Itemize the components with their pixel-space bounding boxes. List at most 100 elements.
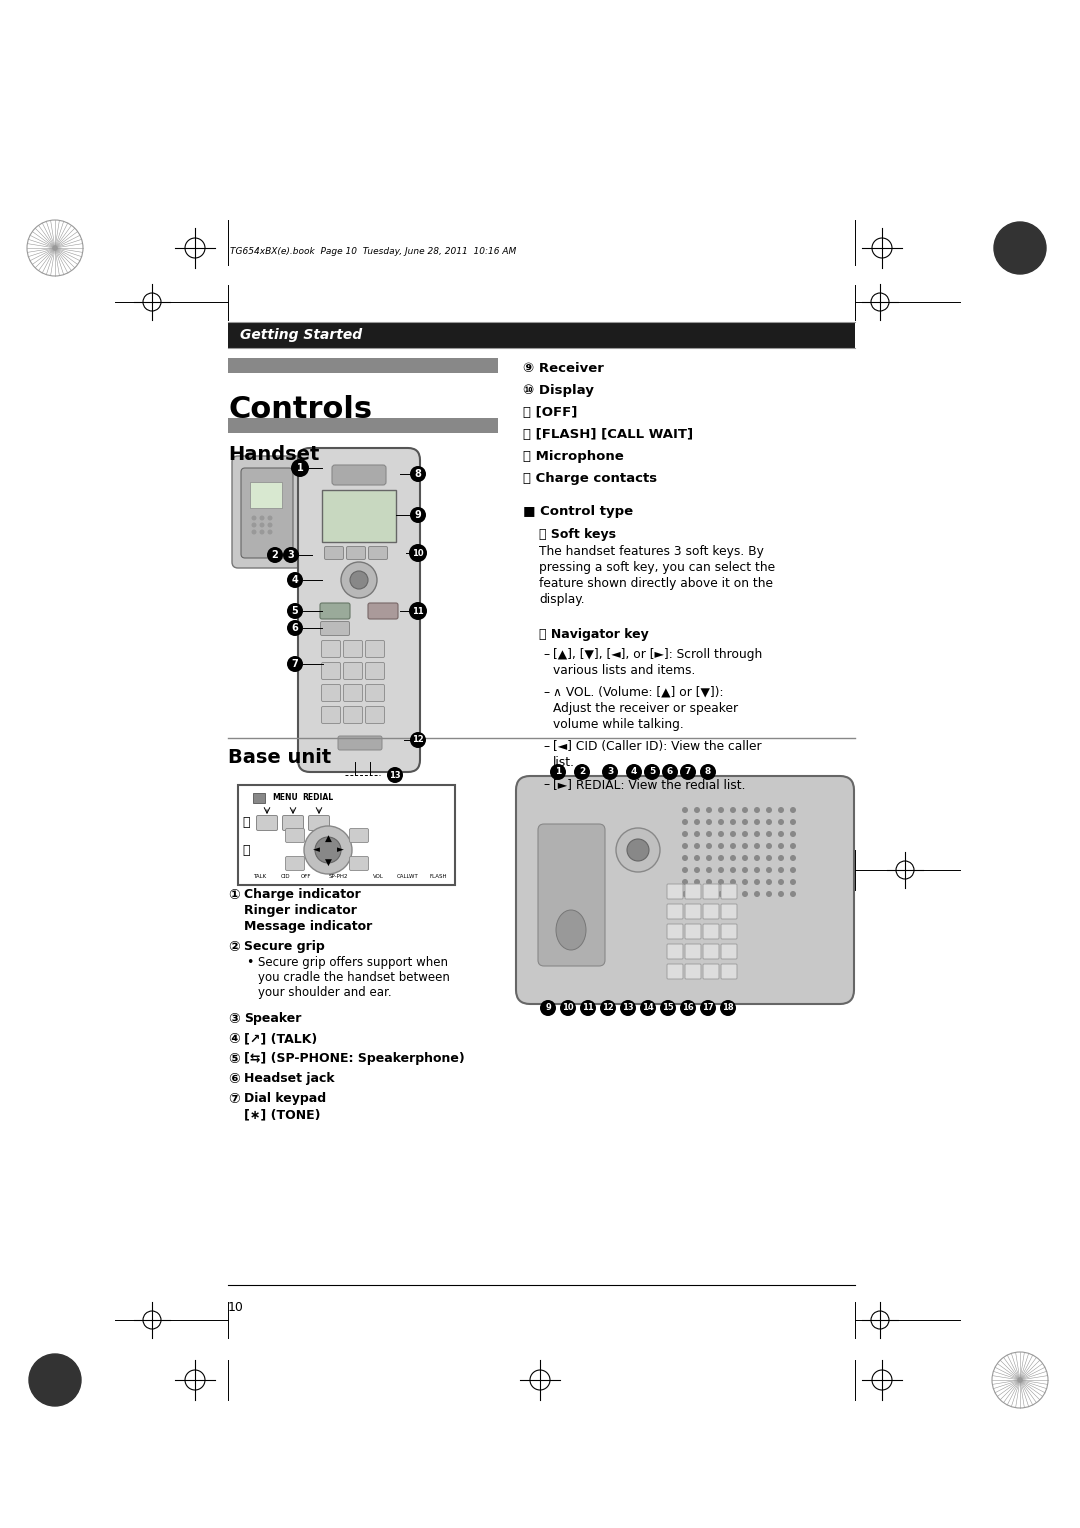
Circle shape [410, 507, 426, 523]
Text: TALK: TALK [254, 874, 267, 880]
Circle shape [616, 828, 660, 872]
Circle shape [754, 843, 760, 850]
Text: 15: 15 [662, 1004, 674, 1013]
Circle shape [730, 843, 735, 850]
Text: [▲], [▼], [◄], or [►]: Scroll through: [▲], [▼], [◄], or [►]: Scroll through [553, 648, 762, 662]
Text: Dial keypad: Dial keypad [244, 1093, 326, 1105]
Circle shape [706, 891, 712, 897]
Circle shape [681, 831, 688, 837]
Circle shape [660, 999, 676, 1016]
Circle shape [681, 879, 688, 885]
Text: 10: 10 [563, 1004, 573, 1013]
Circle shape [602, 764, 618, 779]
Circle shape [29, 1354, 81, 1406]
Circle shape [252, 523, 257, 527]
Circle shape [730, 831, 735, 837]
Circle shape [268, 530, 272, 535]
Text: 11: 11 [582, 1004, 594, 1013]
Circle shape [789, 807, 796, 813]
FancyBboxPatch shape [324, 547, 343, 559]
Circle shape [1018, 1378, 1022, 1381]
Circle shape [268, 515, 272, 521]
Text: Message indicator: Message indicator [244, 920, 373, 934]
Text: ⑪ [OFF]: ⑪ [OFF] [523, 406, 578, 419]
Circle shape [754, 866, 760, 872]
FancyBboxPatch shape [703, 944, 719, 960]
Text: 16: 16 [683, 1004, 693, 1013]
Text: ⑭ Charge contacts: ⑭ Charge contacts [523, 472, 657, 484]
Circle shape [681, 807, 688, 813]
Circle shape [252, 515, 257, 521]
Circle shape [267, 547, 283, 562]
Text: 2: 2 [579, 767, 585, 776]
FancyBboxPatch shape [538, 824, 605, 966]
Circle shape [754, 856, 760, 860]
Text: The handset features 3 soft keys. By: The handset features 3 soft keys. By [539, 545, 764, 558]
Circle shape [681, 819, 688, 825]
Circle shape [706, 831, 712, 837]
Text: ▲: ▲ [325, 833, 332, 842]
Text: Handset: Handset [228, 445, 320, 465]
Text: –: – [543, 740, 549, 753]
Circle shape [700, 999, 716, 1016]
Circle shape [600, 999, 616, 1016]
Circle shape [252, 530, 257, 535]
Circle shape [766, 891, 772, 897]
FancyBboxPatch shape [721, 964, 737, 979]
FancyBboxPatch shape [322, 663, 340, 680]
Text: –: – [543, 648, 549, 662]
Circle shape [742, 819, 748, 825]
Text: [⇆] (SP-PHONE: Speakerphone): [⇆] (SP-PHONE: Speakerphone) [244, 1051, 464, 1065]
FancyBboxPatch shape [343, 706, 363, 723]
Text: SP-PH2: SP-PH2 [328, 874, 348, 880]
FancyBboxPatch shape [322, 685, 340, 701]
Text: ⑤: ⑤ [228, 1051, 240, 1067]
Circle shape [718, 856, 724, 860]
Circle shape [766, 819, 772, 825]
Circle shape [766, 866, 772, 872]
FancyBboxPatch shape [685, 964, 701, 979]
Text: [◄] CID (Caller ID): View the caller: [◄] CID (Caller ID): View the caller [553, 740, 761, 753]
Text: 1: 1 [555, 767, 562, 776]
Text: Controls: Controls [228, 396, 373, 423]
Circle shape [730, 891, 735, 897]
FancyBboxPatch shape [320, 604, 350, 619]
Text: Adjust the receiver or speaker: Adjust the receiver or speaker [553, 701, 738, 715]
Text: pressing a soft key, you can select the: pressing a soft key, you can select the [539, 561, 775, 575]
Text: 7: 7 [292, 659, 298, 669]
Circle shape [681, 866, 688, 872]
Circle shape [706, 843, 712, 850]
Text: 13: 13 [389, 770, 401, 779]
FancyBboxPatch shape [322, 490, 396, 542]
Circle shape [706, 819, 712, 825]
Text: Secure grip: Secure grip [244, 940, 325, 953]
FancyBboxPatch shape [703, 964, 719, 979]
Text: CID: CID [281, 874, 291, 880]
Circle shape [662, 764, 678, 779]
Text: Charge indicator: Charge indicator [244, 888, 361, 902]
FancyBboxPatch shape [228, 419, 498, 432]
Text: 3: 3 [287, 550, 295, 559]
Circle shape [778, 843, 784, 850]
Text: 1: 1 [297, 463, 303, 474]
FancyBboxPatch shape [343, 663, 363, 680]
Text: 12: 12 [413, 735, 423, 744]
Circle shape [742, 843, 748, 850]
Text: MENU: MENU [272, 793, 298, 802]
Circle shape [789, 866, 796, 872]
Circle shape [754, 819, 760, 825]
Circle shape [789, 879, 796, 885]
Text: Ⓐ Soft keys: Ⓐ Soft keys [539, 529, 616, 541]
Circle shape [778, 879, 784, 885]
FancyBboxPatch shape [232, 455, 302, 568]
FancyBboxPatch shape [347, 547, 365, 559]
Text: 4: 4 [292, 575, 298, 585]
Circle shape [754, 879, 760, 885]
Circle shape [315, 837, 341, 863]
FancyBboxPatch shape [516, 776, 854, 1004]
Circle shape [754, 807, 760, 813]
Text: ④: ④ [228, 1031, 240, 1047]
Text: Ⓑ Navigator key: Ⓑ Navigator key [539, 628, 649, 642]
FancyBboxPatch shape [667, 924, 683, 940]
Text: [↗] (TALK): [↗] (TALK) [244, 1031, 318, 1045]
